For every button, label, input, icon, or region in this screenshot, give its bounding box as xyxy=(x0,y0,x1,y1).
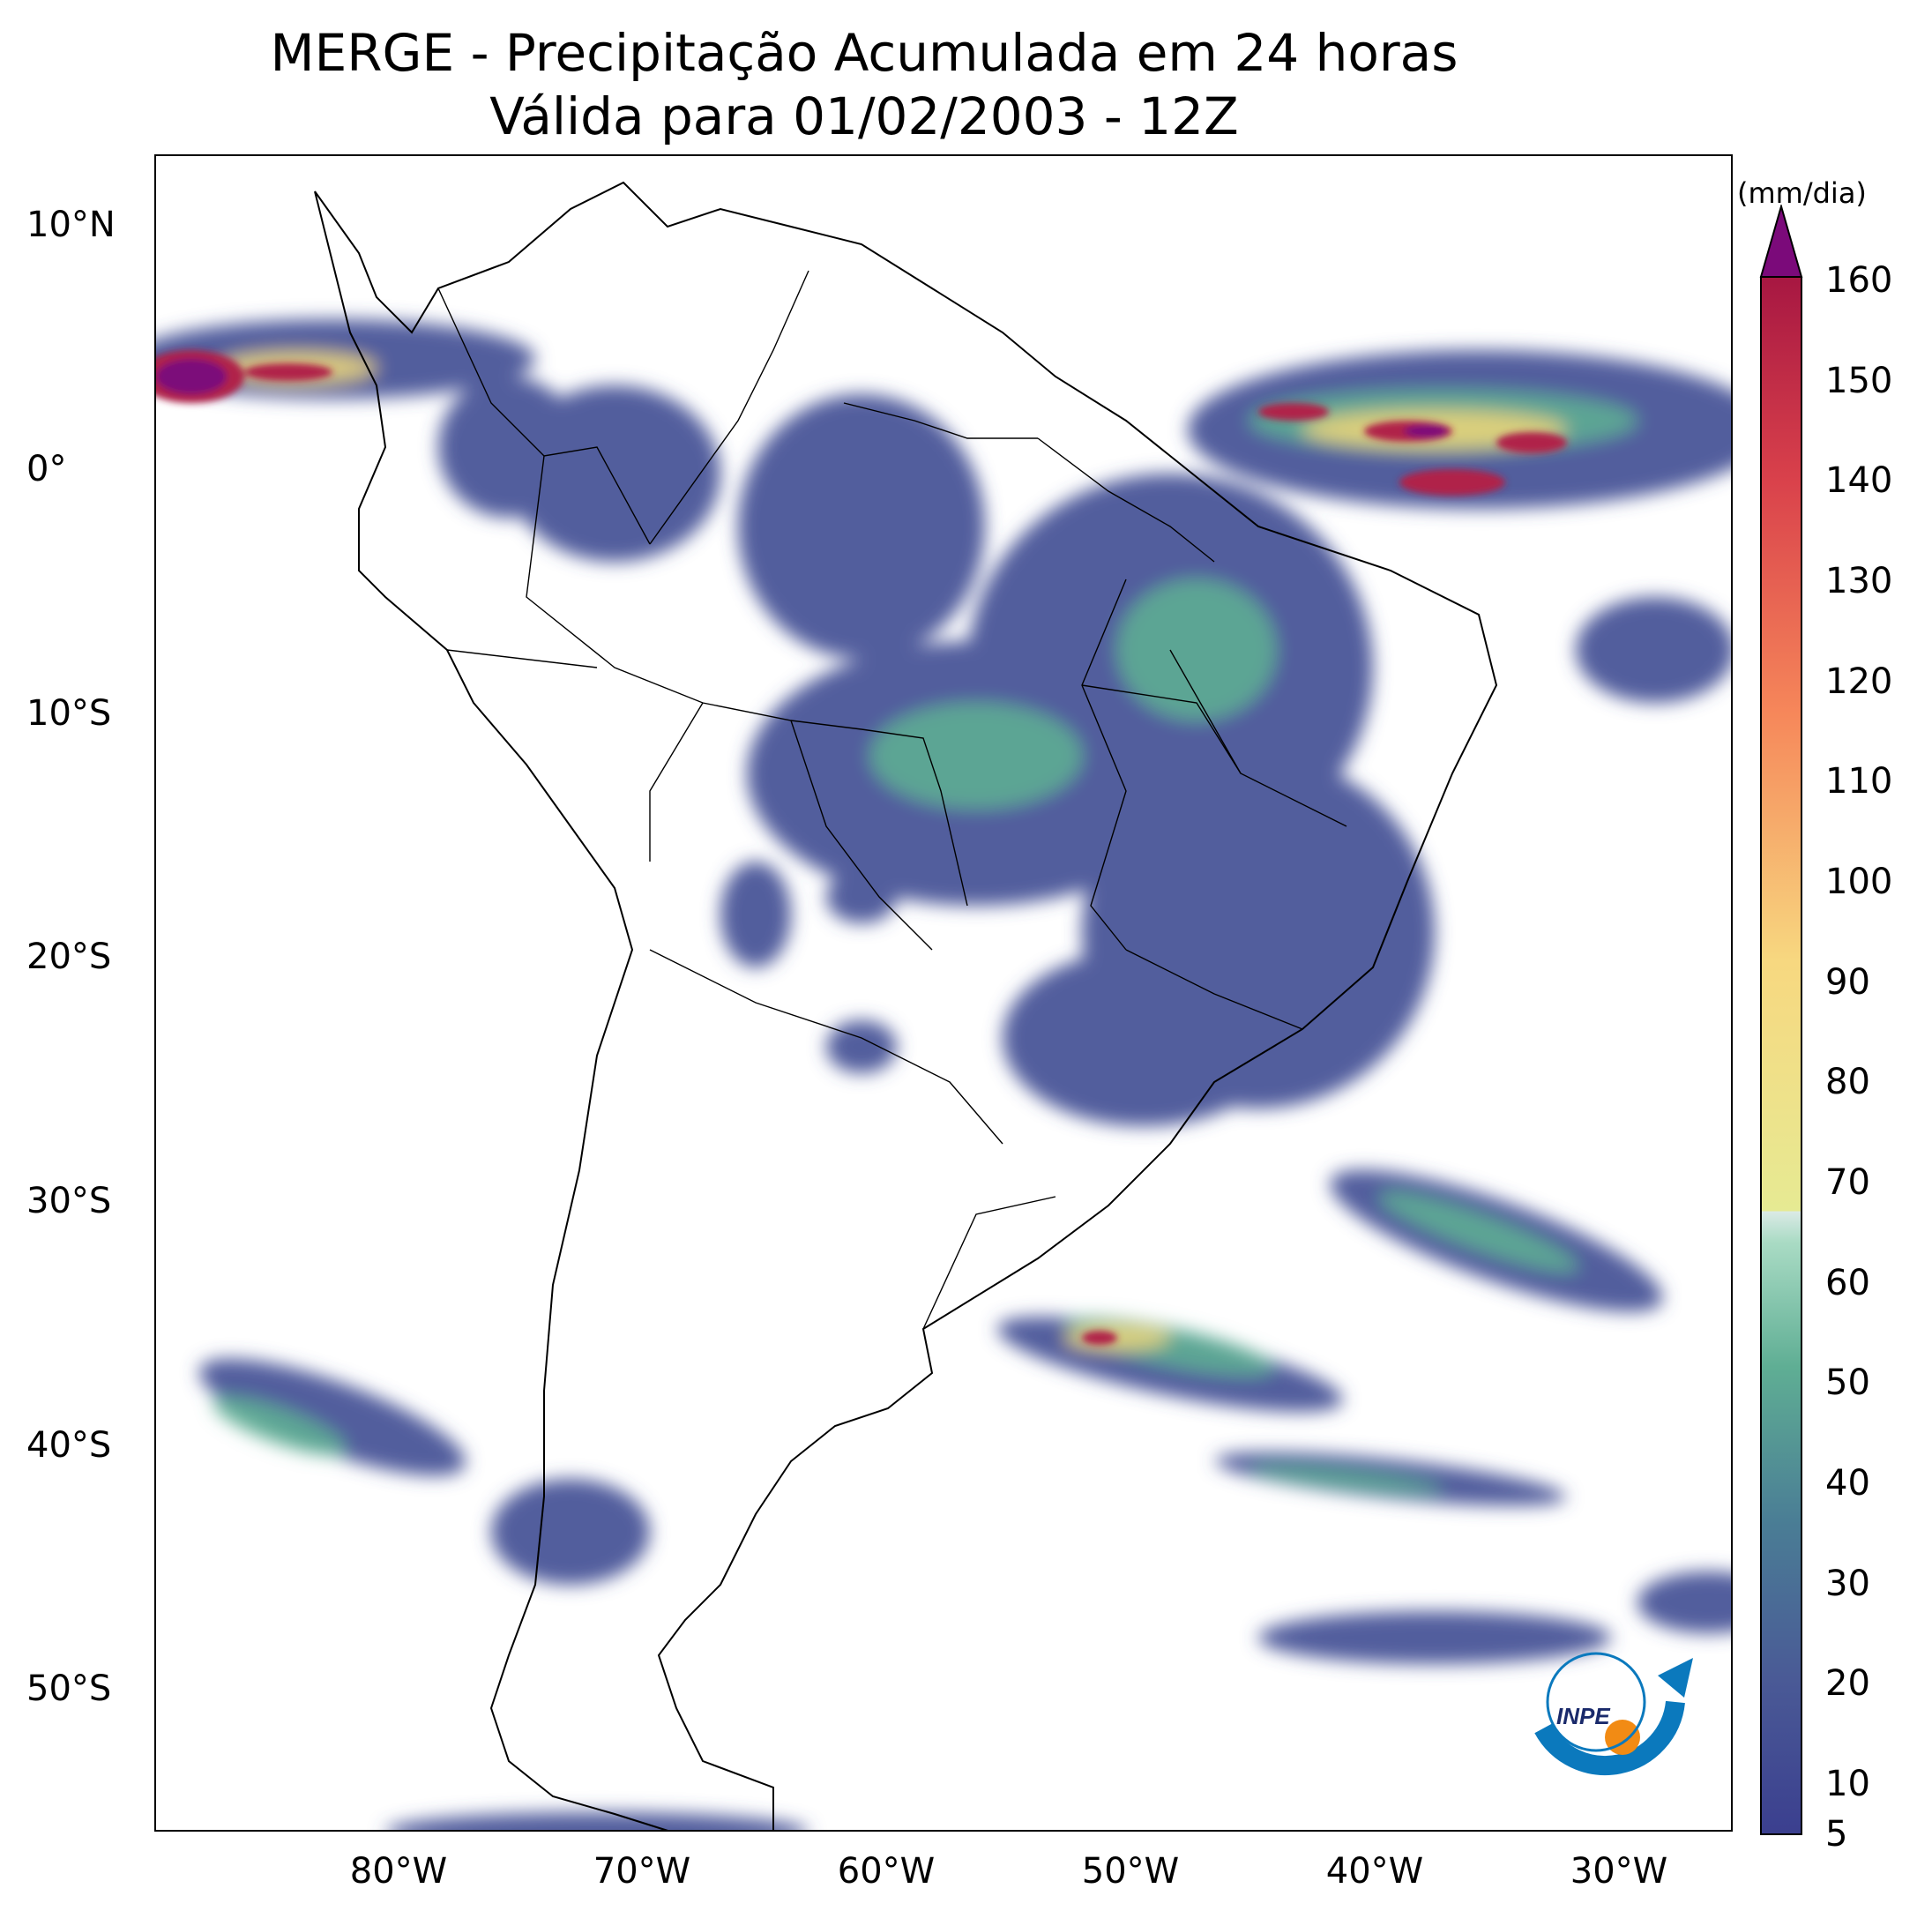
map-canvas xyxy=(156,181,1731,1830)
colorbar-tick-label: 70 xyxy=(1825,1162,1870,1204)
lat-tick-label: 50°S xyxy=(26,1668,112,1709)
colorbar-tick-label: 30 xyxy=(1825,1563,1870,1604)
lat-tick-label: 10°S xyxy=(26,693,112,734)
colorbar-tick-label: 150 xyxy=(1825,360,1893,401)
colorbar-tick-label: 80 xyxy=(1825,1062,1870,1103)
lon-tick-label: 40°W xyxy=(1325,1851,1424,1892)
colorbar xyxy=(1759,205,1803,1835)
colorbar-tick-label: 20 xyxy=(1825,1663,1870,1705)
inpe-logo: INPE xyxy=(1534,1652,1693,1775)
colorbar-tick-label: 5 xyxy=(1825,1814,1848,1855)
colorbar-unit-label: (mm/dia) xyxy=(1737,176,1867,210)
colorbar-tick-label: 90 xyxy=(1825,961,1870,1003)
continent-outline xyxy=(314,181,1498,1830)
precipitation-map xyxy=(154,154,1733,1832)
colorbar-tick-label: 10 xyxy=(1825,1764,1870,1805)
logo-text: INPE xyxy=(1556,1703,1610,1729)
colorbar-tick-label: 60 xyxy=(1825,1262,1870,1303)
lon-tick-label: 50°W xyxy=(1081,1851,1180,1892)
colorbar-tick-label: 110 xyxy=(1825,761,1893,802)
colorbar-tick-label: 140 xyxy=(1825,460,1893,502)
precipitation-core xyxy=(156,350,1567,1345)
colorbar-scale xyxy=(1760,276,1802,1835)
lon-tick-label: 70°W xyxy=(593,1851,691,1892)
colorbar-tick-label: 100 xyxy=(1825,862,1893,903)
lon-tick-label: 30°W xyxy=(1570,1851,1668,1892)
lon-tick-label: 60°W xyxy=(837,1851,936,1892)
lat-tick-label: 10°N xyxy=(26,205,116,245)
map-title: MERGE - Precipitação Acumulada em 24 hor… xyxy=(270,23,1458,83)
colorbar-tick-label: 50 xyxy=(1825,1362,1870,1404)
lat-tick-label: 40°S xyxy=(26,1425,112,1466)
colorbar-tick-label: 120 xyxy=(1825,661,1893,702)
colorbar-extend-arrow xyxy=(1759,205,1803,278)
lat-tick-label: 0° xyxy=(26,449,67,489)
colorbar-tick-label: 130 xyxy=(1825,561,1893,602)
lon-tick-label: 80°W xyxy=(349,1851,448,1892)
colorbar-tick-label: 40 xyxy=(1825,1463,1870,1504)
precipitation-field xyxy=(156,319,1731,1830)
colorbar-tick-label: 160 xyxy=(1825,260,1893,301)
lat-tick-label: 20°S xyxy=(26,937,112,977)
country-borders xyxy=(437,270,1347,1330)
map-subtitle: Válida para 01/02/2003 - 12Z xyxy=(489,86,1239,146)
lat-tick-label: 30°S xyxy=(26,1181,112,1221)
